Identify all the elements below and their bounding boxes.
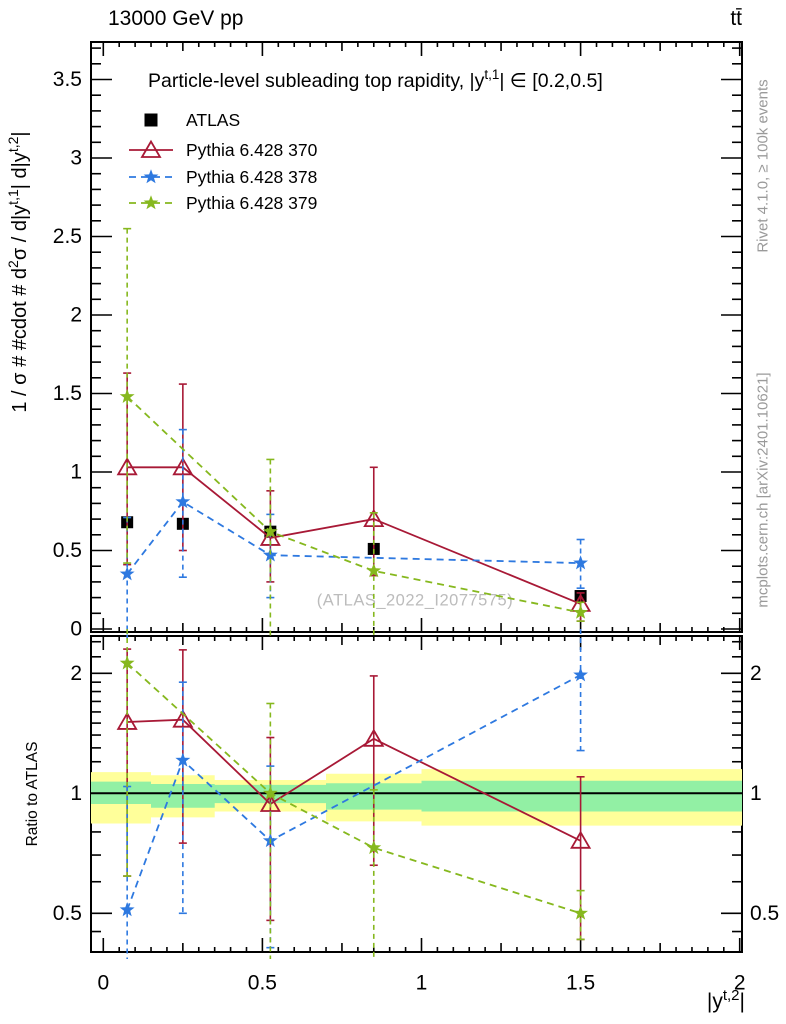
legend: ATLAS Pythia 6.428 370 Pythia 6.428 378 Pyt… bbox=[129, 110, 318, 213]
svg-text:1 / σ # #cdot # d2σ / d|yt,1|: 1 / σ # #cdot # d2σ / d|yt,1| d|yt,2| bbox=[5, 131, 31, 412]
xtick-label: 1 bbox=[416, 972, 428, 995]
ratio-ytick-label-right: 1 bbox=[750, 782, 762, 805]
series-pythia-6-428-370-main bbox=[116, 372, 592, 622]
svg-text:|yt,2|: |yt,2| bbox=[707, 987, 745, 1013]
main-panel-frame bbox=[90, 41, 743, 633]
main-ytick-label: 3.5 bbox=[53, 68, 82, 91]
series-pythia-6-428-379-ratio bbox=[119, 629, 588, 959]
axis-tick-labels: 0 0.5 1 1.5 2 2.5 3 3.5 0.5 0.5 1 1 2 2 0 0.5 1 1.5 2 bbox=[53, 68, 779, 995]
titles: Particle-level subleading top rapidity, … bbox=[5, 67, 745, 1013]
xtick-label: 0 bbox=[97, 972, 109, 995]
main-ytick-label: 3 bbox=[70, 147, 82, 170]
beam-energy-label: 13000 GeV pp bbox=[108, 7, 244, 30]
ratio-ytick-label-right: 2 bbox=[750, 662, 762, 685]
mcplots-reference-label: mcplots.cern.ch [arXiv:2401.10621] bbox=[754, 372, 772, 608]
main-ytick-label: 2.5 bbox=[53, 225, 82, 248]
legend-entry-pythia-6-428-370: Pythia 6.428 370 bbox=[129, 139, 318, 160]
legend-label-pythia-6-428-379: Pythia 6.428 379 bbox=[186, 193, 317, 213]
main-ytick-label: 0.5 bbox=[53, 539, 82, 562]
ratio-ytick-label-left: 1 bbox=[70, 782, 82, 805]
legend-label-atlas: ATLAS bbox=[186, 110, 240, 130]
main-ytick-label: 0 bbox=[70, 618, 82, 641]
main-ytick-label: 1.5 bbox=[53, 382, 82, 405]
legend-entry-atlas: ATLAS bbox=[144, 110, 240, 130]
ratio-ytick-label-left: 0.5 bbox=[53, 902, 82, 925]
legend-label-pythia-6-428-370: Pythia 6.428 370 bbox=[186, 140, 318, 160]
atlas-uncertainty-bands bbox=[91, 769, 742, 826]
main-ytick-label: 1 bbox=[70, 461, 82, 484]
rivet-version-label: Rivet 4.1.0, ≥ 100k events bbox=[754, 79, 772, 253]
main-panel-title: Particle-level subleading top rapidity, … bbox=[148, 67, 603, 92]
legend-entry-pythia-6-428-379: Pythia 6.428 379 bbox=[129, 193, 317, 213]
xtick-label: 0.5 bbox=[248, 972, 277, 995]
analysis-id-watermark: (ATLAS_2022_I2077575) bbox=[316, 591, 514, 610]
xtick-label: 1.5 bbox=[566, 972, 595, 995]
svg-text:Ratio to ATLAS: Ratio to ATLAS bbox=[24, 742, 41, 847]
inner-band bbox=[91, 780, 742, 812]
ratio-ytick-label-left: 2 bbox=[70, 662, 82, 685]
main-y-axis-title: 1 / σ # #cdot # d2σ / d|yt,1| d|yt,2| bbox=[5, 131, 31, 412]
process-label: tt̄ bbox=[730, 7, 742, 30]
xtick-label: 2 bbox=[734, 972, 746, 995]
legend-entry-pythia-6-428-378: Pythia 6.428 378 bbox=[129, 167, 317, 187]
ratio-ytick-label-right: 0.5 bbox=[750, 902, 779, 925]
x-axis-title: |yt,2| bbox=[707, 987, 745, 1013]
series-pythia-6-428-379-main bbox=[119, 227, 588, 639]
ratio-y-axis-title: Ratio to ATLAS bbox=[24, 742, 41, 847]
series-pythia-6-428-378-main bbox=[119, 428, 588, 639]
series-atlas-main bbox=[121, 516, 587, 603]
legend-label-pythia-6-428-378: Pythia 6.428 378 bbox=[186, 167, 317, 187]
main-ytick-label: 2 bbox=[70, 304, 82, 327]
